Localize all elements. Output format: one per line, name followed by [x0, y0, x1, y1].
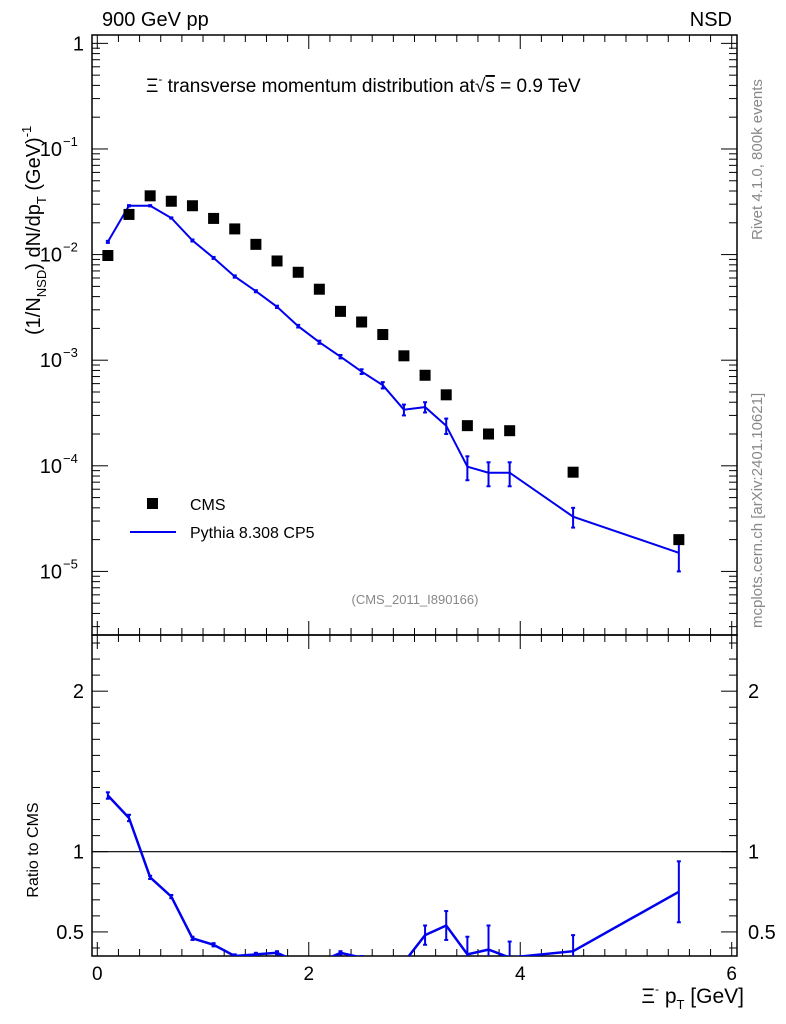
plot-title: Ξ- transverse momentum distribution at√s… — [146, 72, 581, 97]
ratio-ylabel: Ratio to CMS — [25, 802, 42, 897]
x-tick-label: 6 — [726, 964, 737, 985]
x-tick-label: 2 — [303, 964, 314, 985]
title-xi-sup: - — [158, 72, 162, 86]
xlabel-p: p — [659, 985, 677, 1008]
xlabel: Ξ- pT [GeV] — [641, 982, 744, 1012]
cms-data-point — [165, 195, 177, 207]
header-left: 900 GeV pp — [102, 9, 209, 31]
ratio-series-line — [106, 794, 680, 956]
legend-mc-label: Pythia 8.308 CP5 — [190, 525, 315, 542]
cms-data-point — [419, 369, 431, 381]
ratio-y-tick-label: 2 — [73, 681, 84, 703]
cms-data-point — [334, 305, 346, 317]
ylabel-c: (GeV) — [23, 137, 45, 196]
cms-data-point — [673, 534, 685, 546]
ylabel-a: (1/N — [23, 297, 45, 335]
title-rest: = 0.9 TeV — [495, 76, 581, 97]
ratio-y-tick-label-right: 0.5 — [748, 922, 776, 944]
cms-data-point — [440, 389, 452, 401]
ylabel-csup: -1 — [19, 126, 34, 138]
ylabel-bsub: T — [34, 196, 49, 204]
cms-data-point — [144, 190, 156, 202]
xlabel-unit: [GeV] — [684, 985, 744, 1008]
cms-data-point — [292, 266, 304, 278]
mcplots-label: mcplots.cern.ch [arXiv:2401.10621] — [749, 393, 766, 628]
main-y-tick-label: 10 — [40, 139, 62, 161]
cms-data-point — [250, 238, 262, 250]
title-sqrt: √ — [475, 76, 486, 97]
main-ylabel: (1/NNSD) dN/dpT (GeV)-1 — [19, 126, 49, 335]
rivet-label: Rivet 4.1.0, 800k events — [749, 79, 766, 240]
cms-data-point — [102, 250, 114, 262]
title-s: s — [485, 76, 495, 97]
analysis-annotation: (CMS_2011_I890166) — [352, 592, 479, 607]
xlabel-sub: T — [677, 997, 685, 1012]
main-y-tick-exponent: −3 — [63, 345, 78, 360]
xlabel-xi: Ξ — [641, 985, 655, 1008]
cms-data-point — [356, 316, 368, 328]
main-y-tick-label: 1 — [73, 33, 84, 55]
cms-data-point — [229, 223, 241, 235]
main-y-tick-label: 10 — [40, 456, 62, 478]
cms-data-point — [123, 208, 135, 220]
cms-data-point — [398, 350, 410, 362]
cms-data-point — [271, 255, 283, 267]
cms-data-point — [567, 466, 579, 478]
ylabel-asub: NSD — [34, 270, 49, 297]
ratio-y-tick-label-right: 2 — [748, 681, 759, 703]
header-right: NSD — [690, 9, 732, 31]
main-y-tick-label: 10 — [40, 350, 62, 372]
main-y-tick-label: 10 — [40, 245, 62, 267]
cms-data-point — [377, 329, 389, 341]
x-tick-label: 0 — [92, 964, 103, 985]
cms-data-point — [186, 200, 198, 212]
ratio-y-tick-label: 0.5 — [56, 922, 84, 944]
main-y-tick-exponent: −4 — [63, 451, 78, 466]
main-y-tick-label: 10 — [40, 561, 62, 583]
main-y-tick-exponent: −2 — [63, 240, 78, 255]
cms-data-point — [208, 212, 220, 224]
ratio-y-tick-label: 1 — [73, 842, 84, 864]
cms-data-point — [313, 283, 325, 295]
cms-data-point — [483, 428, 495, 440]
x-tick-label: 4 — [515, 964, 526, 985]
cms-data-point — [504, 425, 516, 437]
ratio-frame — [91, 634, 738, 957]
title-xi: Ξ — [146, 76, 158, 97]
main-y-tick-exponent: −1 — [63, 134, 78, 149]
main-frame — [91, 34, 738, 636]
main-y-tick-exponent: −5 — [63, 556, 78, 571]
cms-data-point — [461, 420, 473, 432]
ratio-y-tick-label-right: 1 — [748, 842, 759, 864]
title-text: transverse momentum distribution at — [162, 76, 475, 97]
legend-cms-label: CMS — [190, 497, 226, 514]
mc-series-line — [107, 204, 680, 554]
xlabel-xi-sup: - — [655, 982, 659, 996]
legend-cms-marker — [147, 498, 158, 509]
ylabel-b: ) dN/dp — [23, 204, 45, 270]
